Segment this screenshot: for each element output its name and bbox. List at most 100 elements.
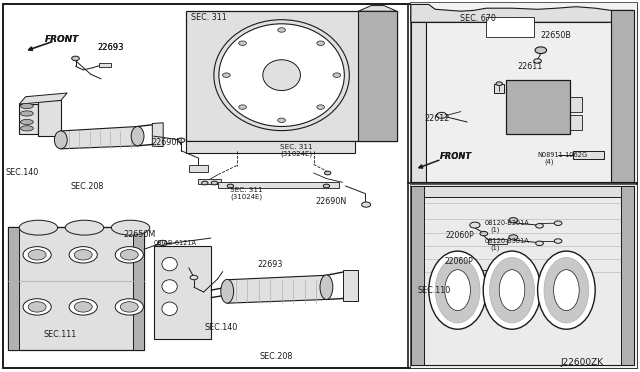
Circle shape — [456, 252, 466, 258]
Circle shape — [120, 250, 138, 260]
Polygon shape — [426, 22, 611, 182]
Text: 22611: 22611 — [517, 62, 542, 71]
Circle shape — [470, 222, 480, 228]
Polygon shape — [186, 11, 397, 141]
Ellipse shape — [20, 119, 33, 125]
Circle shape — [120, 302, 138, 312]
Text: SEC.140: SEC.140 — [5, 169, 38, 177]
Polygon shape — [358, 11, 397, 141]
Polygon shape — [19, 104, 38, 134]
Bar — [410, 184, 637, 368]
Text: 08120-B301A: 08120-B301A — [485, 220, 530, 226]
Text: SEC. 311: SEC. 311 — [280, 144, 313, 150]
Polygon shape — [621, 186, 634, 365]
Text: SEC.110: SEC.110 — [418, 286, 451, 295]
Ellipse shape — [435, 257, 480, 323]
Ellipse shape — [20, 103, 33, 109]
Text: FRONT: FRONT — [440, 153, 472, 161]
Polygon shape — [38, 100, 61, 136]
Bar — [570, 97, 582, 112]
Ellipse shape — [263, 60, 300, 90]
Circle shape — [436, 112, 447, 118]
Circle shape — [190, 275, 198, 280]
Ellipse shape — [19, 220, 58, 235]
Ellipse shape — [111, 220, 150, 235]
Circle shape — [23, 247, 51, 263]
Ellipse shape — [219, 24, 344, 126]
Circle shape — [554, 239, 562, 243]
Bar — [99, 63, 111, 67]
Circle shape — [464, 262, 472, 266]
Text: 22690N: 22690N — [316, 197, 347, 206]
Text: 22060P: 22060P — [445, 231, 474, 240]
Circle shape — [28, 250, 46, 260]
Ellipse shape — [538, 251, 595, 329]
Polygon shape — [8, 227, 144, 350]
Circle shape — [480, 231, 488, 236]
Polygon shape — [61, 126, 138, 149]
Text: SEC. 311: SEC. 311 — [230, 187, 263, 193]
Ellipse shape — [219, 24, 344, 126]
Circle shape — [74, 250, 92, 260]
Circle shape — [509, 235, 518, 240]
Ellipse shape — [162, 302, 177, 315]
Polygon shape — [154, 238, 211, 246]
Circle shape — [158, 240, 167, 246]
Circle shape — [534, 59, 541, 63]
Circle shape — [28, 302, 46, 312]
Circle shape — [323, 184, 330, 188]
Text: (31024E): (31024E) — [280, 150, 312, 157]
Polygon shape — [411, 186, 634, 365]
Text: SEC. 311: SEC. 311 — [191, 13, 227, 22]
Text: 22650B: 22650B — [541, 31, 572, 40]
Circle shape — [69, 247, 97, 263]
Ellipse shape — [214, 20, 349, 131]
Ellipse shape — [54, 131, 67, 149]
Circle shape — [317, 41, 324, 45]
Text: 22060P: 22060P — [445, 257, 474, 266]
Ellipse shape — [554, 270, 579, 311]
Polygon shape — [343, 270, 358, 301]
Text: SEC.208: SEC.208 — [70, 182, 104, 191]
Polygon shape — [411, 186, 634, 197]
Ellipse shape — [131, 126, 144, 146]
Bar — [486, 17, 534, 37]
Text: 08120-B301A: 08120-B301A — [485, 238, 530, 244]
Ellipse shape — [20, 111, 33, 116]
Circle shape — [536, 224, 543, 228]
Ellipse shape — [65, 220, 104, 235]
Polygon shape — [186, 141, 355, 153]
Ellipse shape — [483, 251, 541, 329]
Text: FRONT: FRONT — [45, 35, 79, 44]
Circle shape — [69, 299, 97, 315]
Ellipse shape — [544, 257, 589, 323]
Text: 08IAB-6121A: 08IAB-6121A — [154, 240, 196, 246]
Circle shape — [535, 47, 547, 54]
Polygon shape — [411, 186, 424, 365]
Polygon shape — [218, 182, 339, 188]
Text: J22600ZK: J22600ZK — [561, 358, 604, 367]
Polygon shape — [19, 93, 67, 104]
Ellipse shape — [490, 257, 534, 323]
Bar — [573, 151, 604, 159]
Polygon shape — [152, 123, 163, 147]
Bar — [494, 84, 504, 93]
Circle shape — [23, 299, 51, 315]
Circle shape — [227, 184, 234, 188]
Ellipse shape — [320, 275, 333, 299]
Text: (1): (1) — [490, 244, 500, 251]
Circle shape — [554, 221, 562, 225]
Circle shape — [278, 28, 285, 32]
Polygon shape — [8, 227, 19, 350]
Bar — [506, 80, 570, 134]
Text: SEC. 670: SEC. 670 — [460, 14, 495, 23]
Bar — [488, 239, 507, 244]
Circle shape — [324, 171, 331, 175]
Ellipse shape — [499, 270, 525, 311]
Polygon shape — [358, 6, 397, 11]
Circle shape — [211, 181, 218, 185]
Bar — [570, 115, 582, 130]
Bar — [189, 165, 208, 172]
Polygon shape — [227, 275, 326, 303]
Text: SEC.140: SEC.140 — [205, 323, 238, 332]
